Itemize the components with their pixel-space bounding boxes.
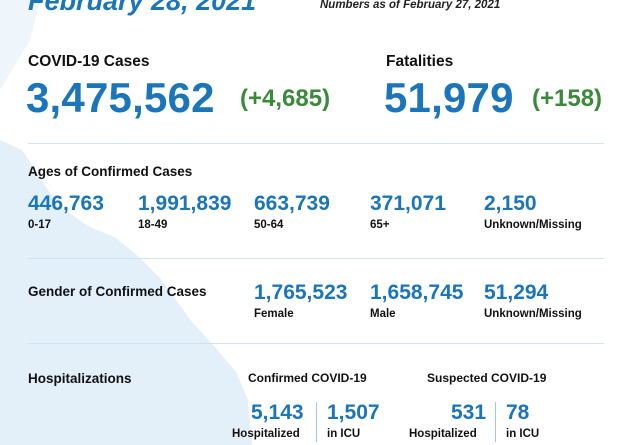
- divider: [28, 343, 604, 344]
- age-group-label: 50-64: [254, 219, 284, 231]
- age-group-value: 371,071: [370, 192, 446, 215]
- covid-cases-change: (+4,685): [240, 85, 331, 112]
- gender-value-unknown: 51,294: [484, 281, 549, 304]
- divider: [28, 143, 604, 144]
- covid-cases-total: 3,475,562: [26, 74, 215, 121]
- age-group-value: 663,739: [254, 192, 330, 215]
- report-date-heading: February 28, 2021: [28, 0, 257, 16]
- confirmed-icu-value: 1,507: [327, 401, 380, 424]
- ages-title: Ages of Confirmed Cases: [28, 164, 193, 179]
- suspected-icu-label: in ICU: [506, 428, 540, 440]
- age-group-label: 0-17: [28, 219, 52, 231]
- gender-label-unknown: Unknown/Missing: [484, 308, 582, 320]
- divider: [28, 258, 604, 259]
- confirmed-icu-label: in ICU: [327, 428, 361, 440]
- gender-label-female: Female: [254, 308, 294, 320]
- age-group-value: 446,763: [28, 192, 104, 215]
- suspected-covid-heading: Suspected COVID-19: [427, 371, 547, 385]
- covid-cases-title: COVID-19 Cases: [28, 53, 150, 70]
- column-separator: [316, 402, 317, 442]
- age-group-label: 65+: [370, 219, 390, 231]
- gender-title: Gender of Confirmed Cases: [28, 284, 207, 299]
- age-group-value: 2,150: [484, 192, 537, 215]
- gender-value-female: 1,765,523: [254, 281, 348, 304]
- gender-label-male: Male: [370, 308, 396, 320]
- confirmed-covid-heading: Confirmed COVID-19: [248, 371, 367, 385]
- age-group-value: 1,991,839: [138, 192, 232, 215]
- confirmed-hospitalized-label: Hospitalized: [232, 428, 300, 440]
- column-separator: [495, 402, 496, 442]
- fatalities-title: Fatalities: [386, 53, 454, 70]
- suspected-icu-value: 78: [506, 401, 530, 424]
- age-group-label: 18-49: [138, 219, 168, 231]
- fatalities-change: (+158): [532, 85, 603, 112]
- numbers-as-of-note: Numbers as of February 27, 2021: [320, 0, 501, 11]
- suspected-hospitalized-value: 531: [451, 401, 487, 424]
- suspected-hospitalized-label: Hospitalized: [409, 428, 477, 440]
- confirmed-hospitalized-value: 5,143: [251, 401, 304, 424]
- fatalities-total: 51,979: [384, 74, 514, 121]
- gender-value-male: 1,658,745: [370, 281, 464, 304]
- hospitalizations-title: Hospitalizations: [28, 371, 132, 386]
- age-group-label: Unknown/Missing: [484, 219, 582, 231]
